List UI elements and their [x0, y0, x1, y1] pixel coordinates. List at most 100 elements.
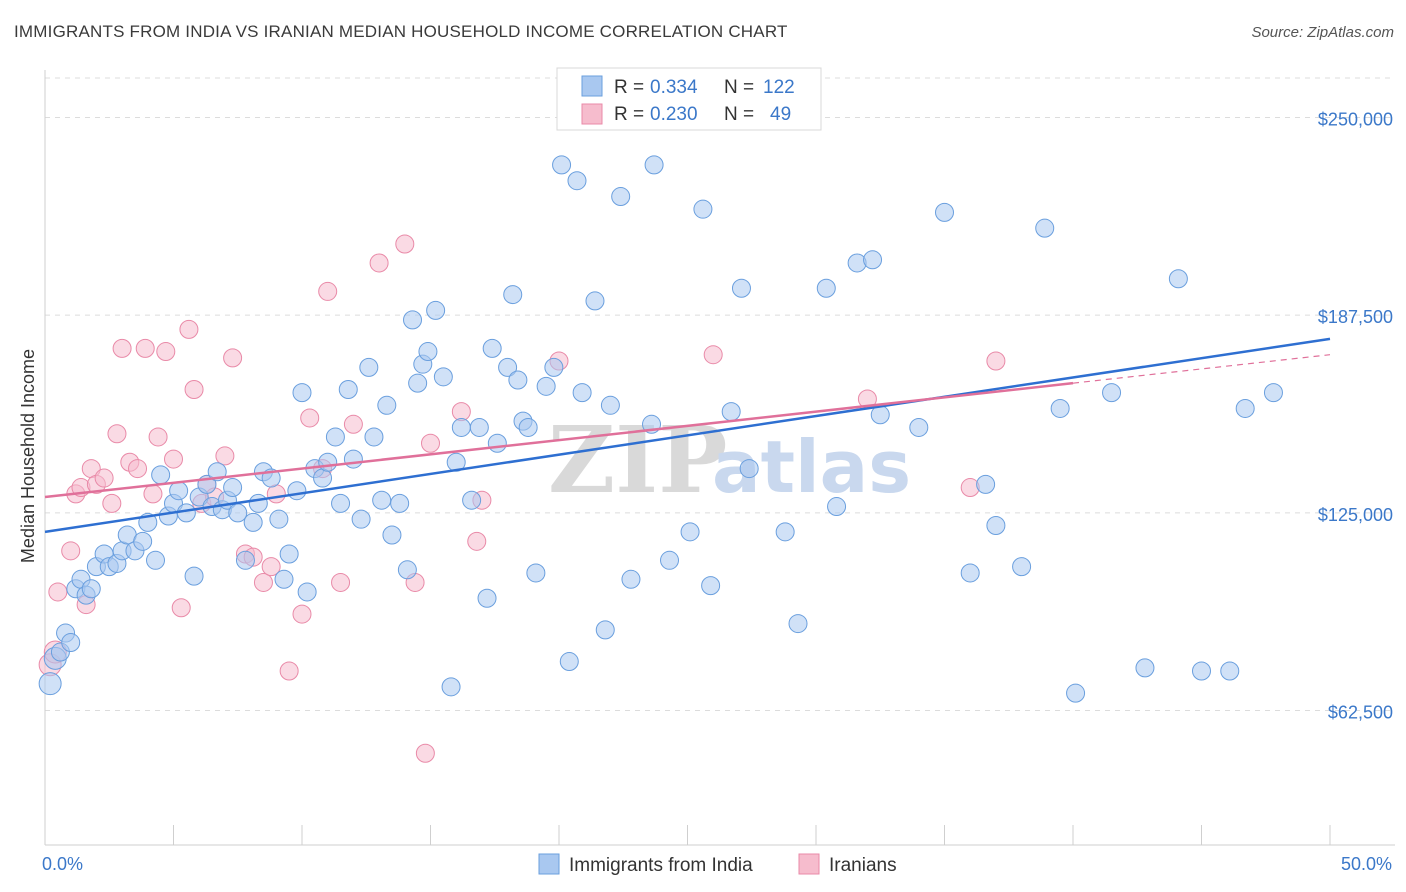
iranians-point-38	[331, 572, 351, 592]
india-point-58	[397, 560, 417, 580]
iranians-point-31	[261, 557, 281, 577]
india-point-55	[377, 395, 397, 415]
legend-box: R = 0.334 N = 122 R = 0.230 N = 49	[556, 67, 822, 131]
iranians-point-2	[48, 582, 68, 602]
iranians-point-30	[253, 572, 273, 592]
india-point-99	[775, 522, 795, 542]
india-point-120	[1235, 398, 1255, 418]
watermark-zip: ZIP	[548, 406, 727, 514]
y-tick-label-1: $125,000	[1318, 505, 1393, 525]
iranians-point-27	[223, 348, 243, 368]
india-point-78	[526, 563, 546, 583]
india-point-4	[61, 633, 81, 653]
india-point-116	[1135, 658, 1155, 678]
india-point-42	[292, 383, 312, 403]
india-point-79	[536, 376, 556, 396]
iranians-point-43	[415, 743, 435, 763]
y-axis-label: Median Household Income	[18, 349, 38, 563]
india-point-63	[426, 300, 446, 320]
india-point-68	[462, 490, 482, 510]
india-point-48	[331, 493, 351, 513]
india-point-34	[243, 512, 263, 532]
india-point-35	[248, 493, 268, 513]
india-point-92	[660, 550, 680, 570]
india-point-33	[235, 550, 255, 570]
india-point-114	[1066, 683, 1086, 703]
iranians-point-14	[128, 459, 148, 479]
india-point-56	[382, 525, 402, 545]
iranians-point-45	[451, 402, 471, 422]
iranians-point-12	[112, 338, 132, 358]
india-point-100	[788, 614, 808, 634]
iranians-point-37	[318, 281, 338, 301]
legend-n-label-iran: N =	[724, 104, 754, 125]
x-tick-label-max: 50.0%	[1341, 854, 1392, 874]
india-point-106	[909, 417, 929, 437]
iranians-point-16	[143, 484, 163, 504]
iranians-point-35	[300, 408, 320, 428]
trend-lines	[44, 337, 1331, 534]
india-point-115	[1102, 383, 1122, 403]
iranians-point-18	[156, 342, 176, 362]
india-point-50	[343, 449, 363, 469]
india-point-107	[935, 202, 954, 222]
india-point-64	[433, 367, 453, 387]
iranians-point-9	[94, 468, 114, 488]
legend-n-value-iran: 49	[770, 104, 791, 125]
x-tick-labels: 0.0% 50.0%	[42, 854, 1392, 874]
india-point-81	[552, 155, 572, 175]
bottom-legend-label-india: Immigrants from India	[569, 855, 753, 876]
india-point-93	[680, 522, 700, 542]
trend-line-india	[44, 337, 1331, 534]
india-point-31	[223, 478, 243, 498]
iranians-point-17	[148, 427, 168, 447]
axes	[44, 70, 1395, 846]
india-point-110	[986, 516, 1006, 536]
iranians-point-10	[102, 493, 122, 513]
india-point-16	[133, 531, 153, 551]
india-point-98	[739, 459, 759, 479]
india-point-75	[508, 370, 528, 390]
india-point-74	[503, 285, 523, 305]
india-point-101	[816, 278, 836, 298]
india-point-86	[595, 620, 615, 640]
india-point-82	[559, 652, 579, 672]
india-point-65	[441, 677, 461, 697]
india-point-18	[146, 550, 166, 570]
india-point-53	[364, 427, 384, 447]
legend-r-label-india: R =	[614, 77, 644, 98]
india-point-43	[297, 582, 317, 602]
india-point-45	[313, 468, 333, 488]
y-tick-label-3: $250,000	[1318, 109, 1393, 129]
india-point-121	[1263, 383, 1283, 403]
legend-swatch-iran	[581, 103, 603, 125]
india-point-0	[38, 672, 62, 696]
india-point-8	[81, 579, 101, 599]
iranians-point-52	[986, 351, 1006, 371]
iranians-point-51	[960, 478, 980, 498]
india-point-72	[487, 433, 507, 453]
india-point-95	[701, 576, 721, 596]
india-point-62	[418, 342, 438, 362]
iranians-point-11	[107, 424, 127, 444]
iranians-point-41	[395, 234, 415, 254]
india-point-49	[338, 379, 358, 399]
india-point-113	[1050, 398, 1070, 418]
india-point-84	[572, 383, 592, 403]
iranians-point-34	[292, 604, 312, 624]
india-point-23	[176, 503, 196, 523]
iranians-point-32	[266, 484, 286, 504]
india-point-108	[960, 563, 980, 583]
india-point-87	[600, 395, 620, 415]
india-point-91	[644, 155, 664, 175]
india-point-32	[228, 503, 248, 523]
iranians-point-46	[467, 531, 487, 551]
grid-lines	[45, 77, 1395, 712]
india-point-102	[827, 497, 847, 517]
y-tick-label-0: $62,500	[1328, 703, 1393, 723]
india-point-97	[731, 278, 751, 298]
y-tick-labels: $62,500 $125,000 $187,500 $250,000	[1318, 109, 1393, 722]
india-point-80	[544, 357, 564, 377]
y-tick-label-2: $187,500	[1318, 307, 1393, 327]
